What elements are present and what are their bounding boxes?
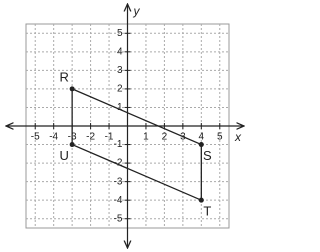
y-tick-label: 2 (117, 84, 123, 95)
y-tick-label: 3 (117, 65, 123, 76)
x-tick-label: -2 (86, 132, 95, 143)
y-tick-label: -2 (114, 158, 123, 169)
y-tick-label: 1 (117, 102, 123, 113)
vertex (69, 142, 75, 148)
x-axis-label: x (234, 130, 242, 144)
y-tick-label: -4 (114, 195, 123, 206)
x-tick-label: -1 (105, 132, 114, 143)
x-tick-label: 5 (217, 132, 223, 143)
x-tick-label: -4 (49, 132, 58, 143)
y-tick-label: -5 (114, 213, 123, 224)
vertex (198, 142, 204, 148)
y-tick-label: -3 (114, 176, 123, 187)
x-tick-label: 1 (143, 132, 149, 143)
y-tick-label: 5 (117, 28, 123, 39)
vertex-label: R (59, 69, 68, 84)
x-tick-label: -5 (31, 132, 40, 143)
vertex-label: S (203, 148, 212, 163)
vertex-label: U (59, 148, 68, 163)
x-tick-label: 4 (199, 132, 205, 143)
x-tick-label: 2 (162, 132, 168, 143)
y-tick-label: -1 (114, 139, 123, 150)
vertex-label: T (203, 204, 211, 219)
vertex (198, 197, 204, 203)
y-axis-label: y (133, 4, 141, 18)
y-tick-label: 4 (117, 46, 123, 57)
vertex (69, 86, 75, 92)
